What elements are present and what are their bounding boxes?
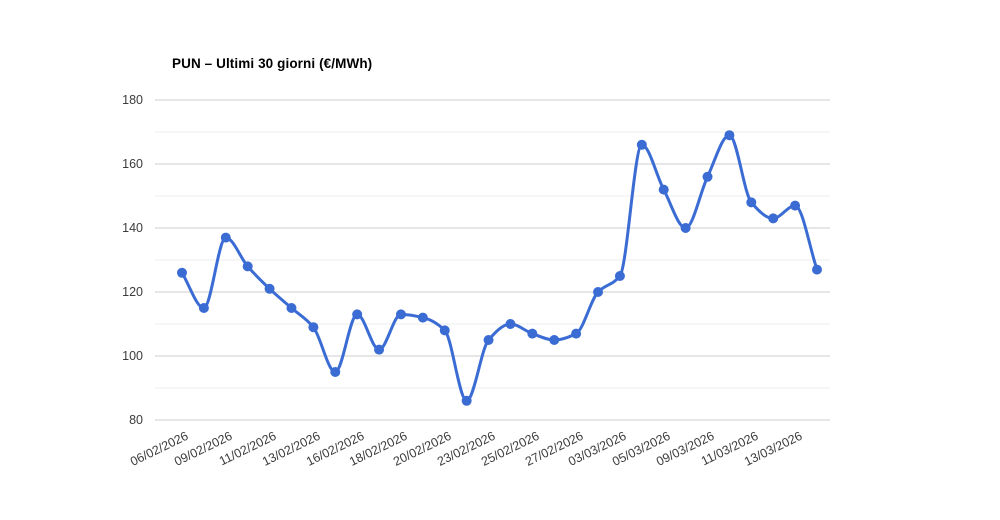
data-point[interactable] (461, 395, 472, 406)
series-line (180, 133, 819, 403)
data-point[interactable] (680, 223, 691, 233)
data-point[interactable] (571, 328, 582, 339)
data-point[interactable] (812, 264, 822, 275)
data-point[interactable] (374, 344, 385, 355)
y-axis-tick-label: 140 (122, 221, 143, 235)
data-point[interactable] (593, 287, 604, 297)
y-axis-tick-label: 120 (122, 285, 143, 299)
data-point[interactable] (417, 312, 428, 323)
data-point[interactable] (198, 303, 209, 313)
data-point[interactable] (636, 139, 647, 150)
data-point[interactable] (439, 325, 450, 336)
y-axis-tick-label: 80 (129, 413, 143, 427)
data-point[interactable] (330, 367, 341, 377)
chart-title: PUN – Ultimi 30 giorni (€/MWh) (172, 56, 373, 71)
y-axis-tick-label: 100 (122, 349, 143, 363)
data-point[interactable] (483, 335, 494, 345)
data-point[interactable] (702, 171, 713, 182)
data-point[interactable] (242, 261, 253, 272)
y-axis-tick-label: 180 (122, 93, 143, 107)
data-point[interactable] (527, 328, 538, 339)
data-point[interactable] (177, 267, 187, 278)
data-point[interactable] (724, 130, 735, 141)
data-point[interactable] (614, 271, 625, 281)
data-point[interactable] (352, 309, 363, 320)
data-point[interactable] (220, 232, 231, 243)
data-point[interactable] (746, 197, 757, 208)
data-point[interactable] (790, 200, 801, 211)
y-axis-tick-label: 160 (122, 157, 143, 171)
data-point[interactable] (264, 283, 275, 294)
data-point[interactable] (768, 213, 779, 224)
data-point[interactable] (308, 322, 319, 333)
data-point[interactable] (505, 319, 516, 329)
data-point[interactable] (658, 184, 669, 195)
data-point[interactable] (395, 309, 406, 320)
data-point[interactable] (549, 335, 560, 345)
data-point[interactable] (286, 303, 297, 313)
